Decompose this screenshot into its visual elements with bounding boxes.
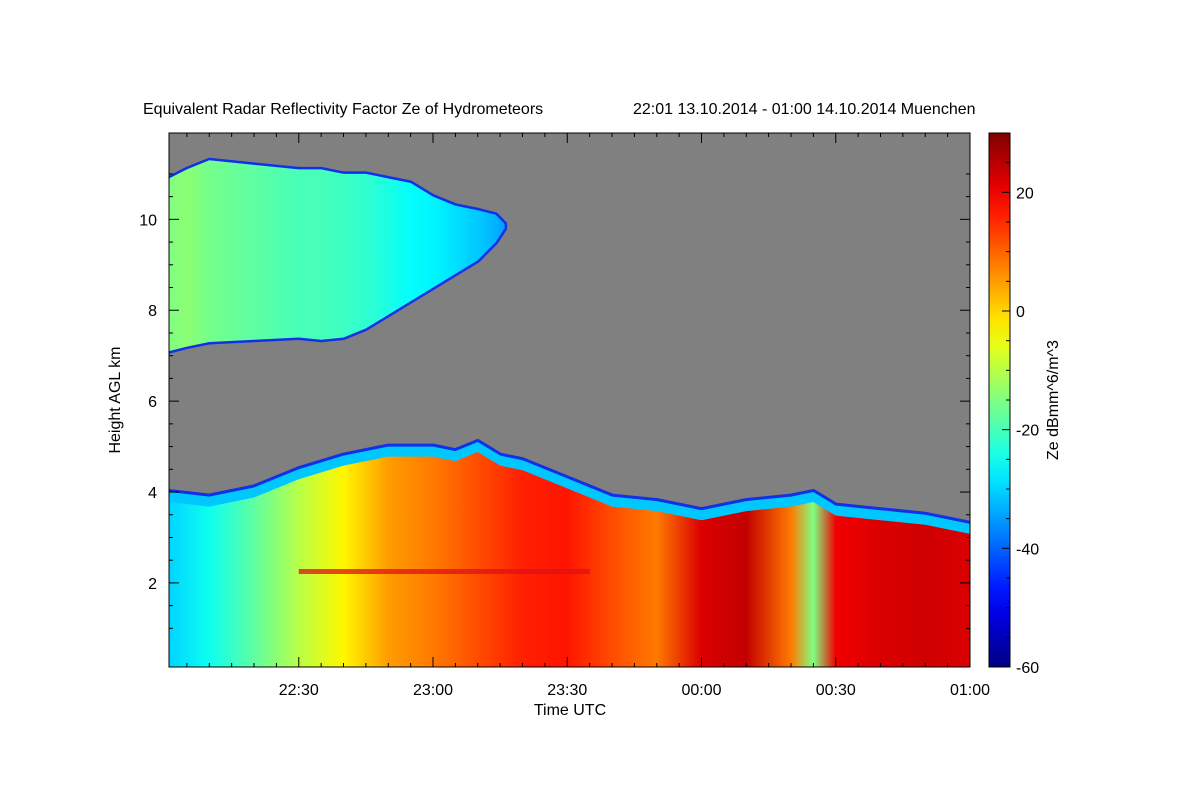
plot-area [168, 132, 971, 668]
y-tick-label: 2 [148, 576, 157, 593]
colorbar-label: Ze dBmm^6/m^3 [1045, 340, 1062, 460]
colorbar-tick-label: 20 [1016, 185, 1034, 202]
x-tick-label: 01:00 [950, 682, 990, 699]
plot-frame [168, 132, 971, 668]
x-tick-label: 23:00 [413, 682, 453, 699]
colorbar-tick-label: -40 [1016, 541, 1039, 558]
y-tick-label: 8 [148, 303, 157, 320]
y-tick-label: 10 [139, 212, 157, 229]
y-tick-label: 4 [148, 485, 157, 502]
y-axis-label: Height AGL km [107, 346, 124, 453]
lower-cloud-layer [169, 452, 970, 667]
chart-subtitle: 22:01 13.10.2014 - 01:00 14.10.2014 Muen… [633, 101, 976, 118]
x-axis-label: Time UTC [534, 702, 606, 719]
x-tick-label: 00:00 [681, 682, 721, 699]
chart-title: Equivalent Radar Reflectivity Factor Ze … [143, 101, 543, 118]
colorbar-tick-label: -20 [1016, 423, 1039, 440]
y-axis: 2 4 6 8 10 [139, 173, 970, 629]
colorbar-tick-label: -60 [1016, 660, 1039, 677]
x-tick-label: 00:30 [816, 682, 856, 699]
colorbar-tick-label: 0 [1016, 304, 1025, 321]
x-tick-label: 22:30 [279, 682, 319, 699]
y-tick-label: 6 [148, 394, 157, 411]
x-axis: 22:30 23:00 23:30 00:00 00:30 01:00 [186, 133, 990, 699]
x-tick-label: 23:30 [547, 682, 587, 699]
cloud-layers [169, 157, 970, 667]
upper-cloud-layer [169, 160, 505, 352]
colorbar: 20 0 -20 -40 -60 [988, 132, 1039, 677]
